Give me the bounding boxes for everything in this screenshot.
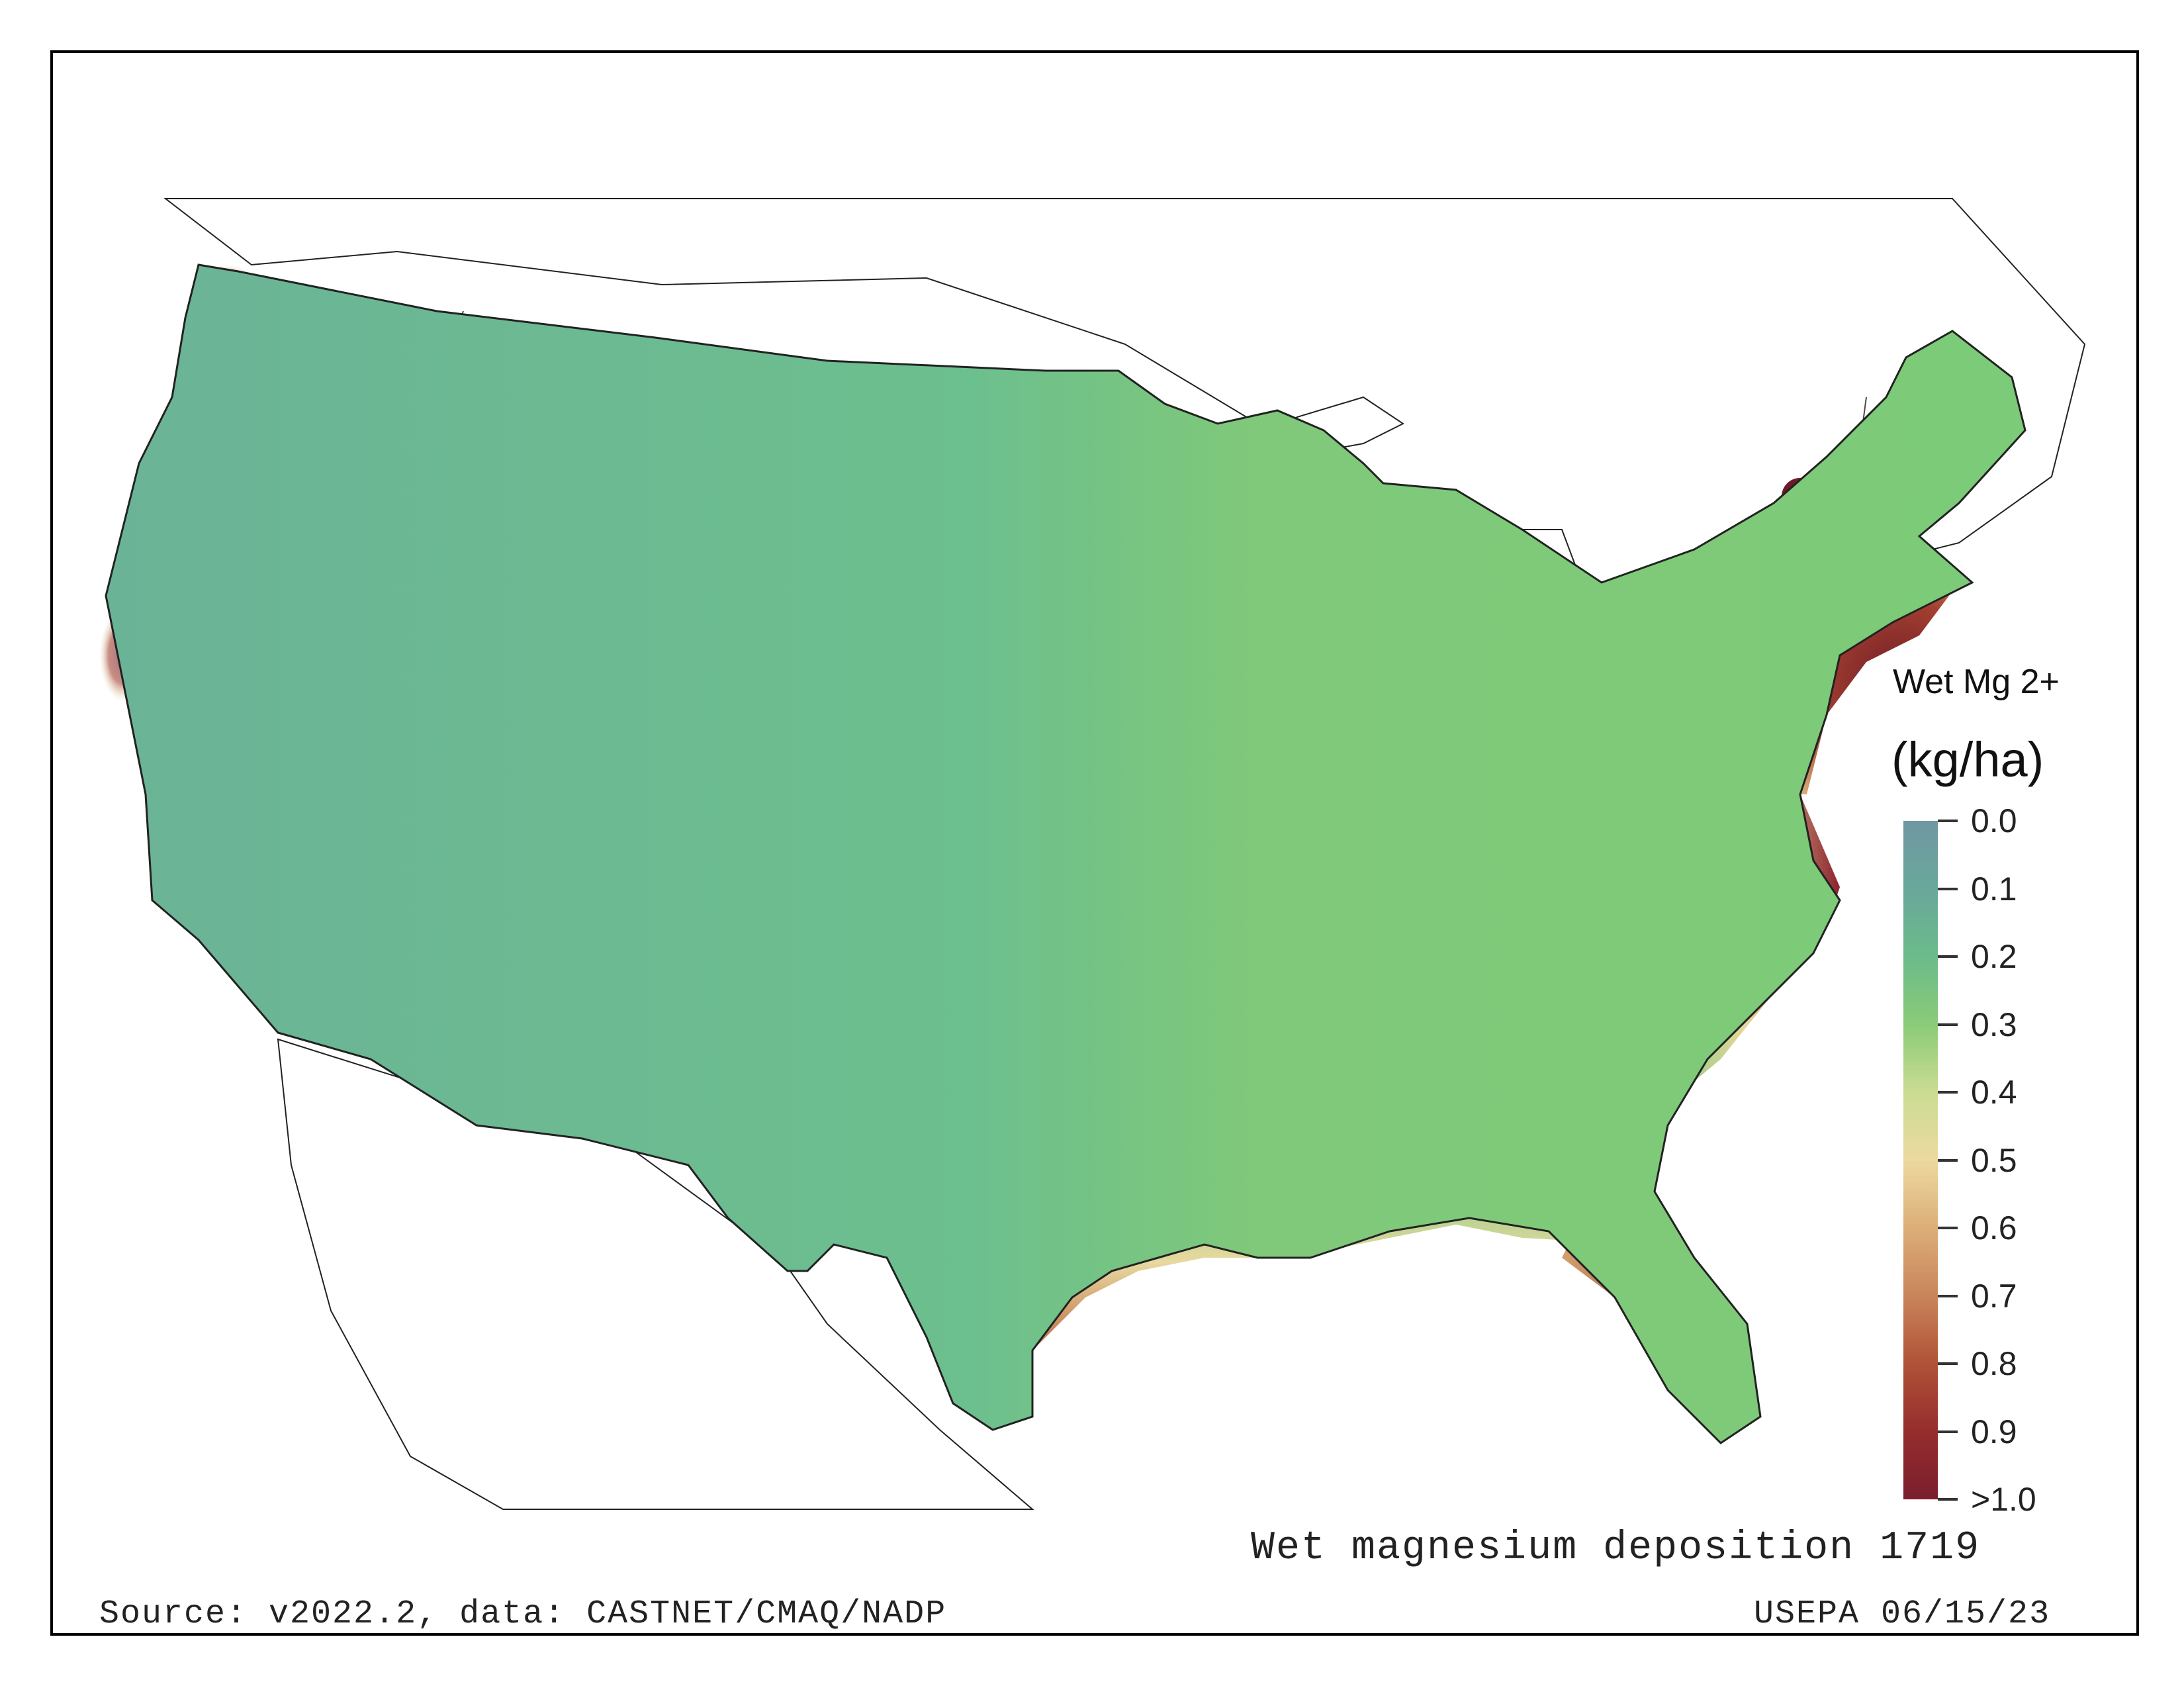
legend-tick-mark bbox=[1938, 820, 1958, 822]
legend-tick-label: 0.6 bbox=[1971, 1209, 2017, 1246]
legend-tick-mark bbox=[1938, 1294, 1958, 1297]
legend-tick-label: 0.8 bbox=[1971, 1345, 2017, 1382]
legend-tick-label: 0.2 bbox=[1971, 938, 2017, 975]
legend-tick-label: 0.5 bbox=[1971, 1141, 2017, 1179]
map-title: Wet magnesium deposition 1719 bbox=[1251, 1526, 1981, 1571]
legend-tick-mark bbox=[1938, 1430, 1958, 1433]
source-text: Source: v2022.2, data: CASTNET/CMAQ/NADP bbox=[99, 1595, 947, 1633]
legend-tick-mark bbox=[1938, 1227, 1958, 1229]
legend-tick-mark bbox=[1938, 955, 1958, 958]
legend-tick-mark bbox=[1938, 1362, 1958, 1365]
legend-tick-mark bbox=[1938, 1498, 1958, 1501]
legend-colorbar bbox=[1903, 821, 1938, 1499]
legend-tick-label: 0.1 bbox=[1971, 870, 2017, 908]
map-frame bbox=[50, 50, 2139, 1636]
agency-text: USEPA 06/15/23 bbox=[1754, 1595, 2051, 1633]
legend-title-line2: (kg/ha) bbox=[1891, 732, 2044, 787]
legend-tick-label: 0.9 bbox=[1971, 1413, 2017, 1450]
legend-tick-label: >1.0 bbox=[1971, 1481, 2036, 1518]
legend-tick-label: 0.4 bbox=[1971, 1074, 2017, 1111]
legend-tick-label: 0.7 bbox=[1971, 1277, 2017, 1315]
legend-tick-mark bbox=[1938, 887, 1958, 890]
legend-tick-mark bbox=[1938, 1023, 1958, 1026]
legend-title-line1: Wet Mg 2+ bbox=[1893, 663, 2060, 701]
legend-tick-label: 0.3 bbox=[1971, 1006, 2017, 1043]
legend-tick-mark bbox=[1938, 1158, 1958, 1162]
legend-tick-label: 0.0 bbox=[1971, 802, 2017, 839]
legend-tick-mark bbox=[1938, 1091, 1958, 1094]
